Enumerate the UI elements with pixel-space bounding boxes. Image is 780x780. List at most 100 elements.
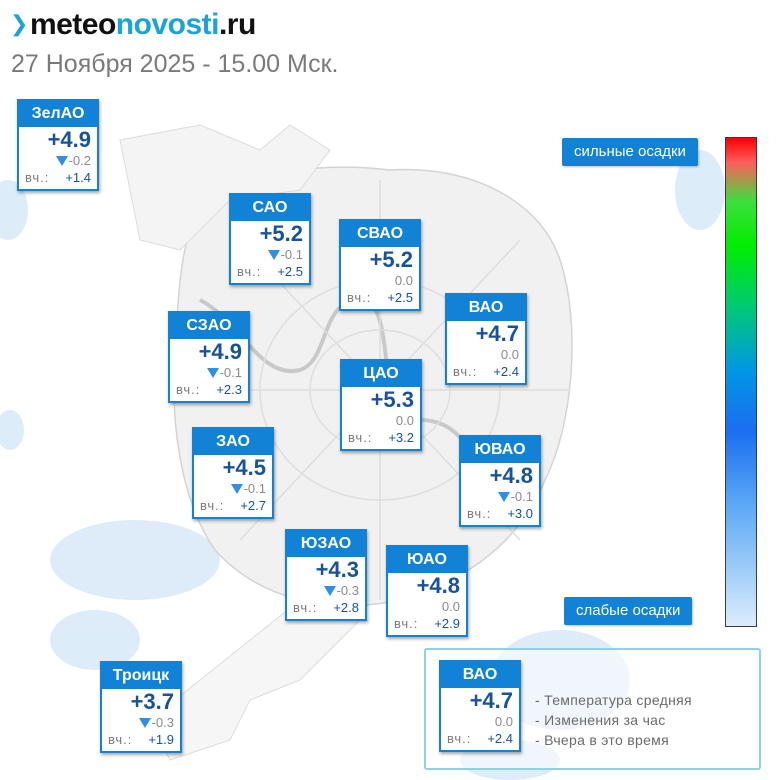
yesterday-label: вч.: [293, 600, 318, 615]
yesterday-label: вч.: [348, 430, 373, 445]
yesterday-label: вч.: [453, 364, 478, 379]
hourly-change-value: -0.1 [219, 365, 242, 380]
district-name: СВАО [341, 221, 419, 247]
decrease-triangle-icon [497, 492, 510, 502]
yesterday-value: +2.7 [240, 498, 266, 513]
yesterday-label: вч.: [25, 170, 50, 185]
district-card-zelao[interactable]: ЗелАО +4.9 -0.2 вч.: +1.4 [17, 99, 99, 191]
district-card-troick[interactable]: Троицк +3.7 -0.3 вч.: +1.9 [100, 661, 182, 753]
legend-line-average-temp: - Температура средняя [535, 692, 692, 708]
hourly-change-value: 0.0 [394, 273, 413, 288]
yesterday-label: вч.: [237, 264, 262, 279]
yesterday-row: вч.: +2.3 [170, 381, 248, 401]
district-temperature: +4.7 [475, 321, 519, 346]
outer-territory [119, 124, 331, 251]
district-card-yuao[interactable]: ЮАО +4.8 0.0 вч.: +2.9 [386, 545, 468, 637]
hourly-change: 0.0 [342, 412, 420, 429]
district-card-cao[interactable]: ЦАО +5.3 0.0 вч.: +3.2 [340, 359, 422, 451]
yesterday-label: вч.: [176, 382, 201, 397]
district-name: ВАО [441, 662, 519, 688]
decrease-triangle-icon [55, 156, 68, 166]
yesterday-value: +3.0 [507, 506, 533, 521]
yesterday-row: вч.: +2.4 [447, 363, 525, 383]
hourly-change: -0.3 [102, 714, 180, 731]
decrease-triangle-icon [267, 250, 280, 260]
district-name: ЗелАО [19, 101, 97, 127]
legend-descriptions: - Температура средняя - Изменения за час… [535, 690, 692, 750]
district-card-yuvao[interactable]: ЮВАО +4.8 -0.1 вч.: +3.0 [459, 435, 541, 527]
yesterday-label: вч.: [347, 290, 372, 305]
district-temperature: +4.8 [416, 573, 460, 598]
yesterday-value: +1.4 [65, 170, 91, 185]
hourly-change-value: 0.0 [395, 413, 414, 428]
district-temperature: +4.5 [222, 455, 266, 480]
precipitation-color-bar [725, 137, 757, 627]
district-temperature: +4.9 [198, 339, 242, 364]
hourly-change: -0.1 [461, 488, 539, 505]
district-temperature: +4.9 [47, 127, 91, 152]
legend-line-yesterday: - Вчера в это время [535, 732, 669, 748]
yesterday-row: вч.: +3.0 [461, 505, 539, 525]
logo-part-domain: .ru [218, 8, 256, 41]
yesterday-label: вч.: [108, 732, 133, 747]
yesterday-value: +2.3 [216, 382, 242, 397]
legend-line-hourly-change: - Изменения за час [535, 712, 666, 728]
yesterday-row: вч.: +2.4 [441, 730, 519, 750]
district-temperature: +4.8 [489, 463, 533, 488]
hourly-change: -0.1 [231, 246, 309, 263]
district-card-zao[interactable]: ЗАО +4.5 -0.1 вч.: +2.7 [192, 427, 274, 519]
district-card-sao[interactable]: САО +5.2 -0.1 вч.: +2.5 [229, 193, 311, 285]
decrease-triangle-icon [138, 718, 151, 728]
yesterday-row: вч.: +1.9 [102, 731, 180, 751]
district-card-yuzao[interactable]: ЮЗАО +4.3 -0.3 вч.: +2.8 [285, 529, 367, 621]
hourly-change-value: -0.1 [243, 481, 266, 496]
district-name: ЦАО [342, 361, 420, 387]
district-card-vao[interactable]: ВАО +4.7 0.0 вч.: +2.4 [445, 293, 527, 385]
hourly-change-value: 0.0 [500, 347, 519, 362]
hourly-change: -0.3 [287, 582, 365, 599]
decrease-triangle-icon [230, 484, 243, 494]
district-name: ЮВАО [461, 437, 539, 463]
district-temperature: +5.2 [259, 221, 303, 246]
yesterday-row: вч.: +2.5 [231, 263, 309, 283]
yesterday-row: вч.: +2.5 [341, 289, 419, 309]
south-territory [149, 599, 361, 761]
district-temperature: +5.2 [369, 247, 413, 272]
district-name: Троицк [102, 663, 180, 689]
hourly-change: -0.1 [170, 364, 248, 381]
hourly-change-value: -0.2 [68, 153, 91, 168]
hourly-change: 0.0 [388, 598, 466, 615]
yesterday-value: +2.4 [487, 731, 513, 746]
heavy-precipitation-label: сильные осадки [562, 138, 698, 166]
decrease-triangle-icon [323, 586, 336, 596]
district-name: СЗАО [170, 313, 248, 339]
hourly-change-value: -0.1 [510, 489, 533, 504]
district-name: ВАО [447, 295, 525, 321]
logo-part-novosti: novosti [115, 8, 220, 41]
hourly-change: 0.0 [341, 272, 419, 289]
logo-chevron-icon: ❯ [10, 11, 28, 36]
hourly-change: -0.2 [19, 152, 97, 169]
yesterday-row: вч.: +2.7 [194, 497, 272, 517]
yesterday-value: +2.9 [434, 616, 460, 631]
yesterday-label: вч.: [200, 498, 225, 513]
hourly-change-value: -0.1 [280, 247, 303, 262]
hourly-change-value: -0.3 [336, 583, 359, 598]
yesterday-value: +2.8 [333, 600, 359, 615]
hourly-change-value: -0.3 [151, 715, 174, 730]
yesterday-value: +1.9 [148, 732, 174, 747]
yesterday-row: вч.: +1.4 [19, 169, 97, 189]
hourly-change: -0.1 [194, 480, 272, 497]
hourly-change: 0.0 [441, 713, 519, 730]
yesterday-value: +2.4 [493, 364, 519, 379]
yesterday-label: вч.: [467, 506, 492, 521]
legend-sample-card: ВАО +4.7 0.0 вч.: +2.4 [439, 660, 521, 752]
yesterday-label: вч.: [447, 731, 472, 746]
yesterday-value: +2.5 [277, 264, 303, 279]
site-logo[interactable]: ❯meteonovosti.ru [10, 6, 256, 43]
district-name: ЮЗАО [287, 531, 365, 557]
district-card-szao[interactable]: СЗАО +4.9 -0.1 вч.: +2.3 [168, 311, 250, 403]
hourly-change: 0.0 [447, 346, 525, 363]
hourly-change-value: 0.0 [494, 714, 513, 729]
district-card-svao[interactable]: СВАО +5.2 0.0 вч.: +2.5 [339, 219, 421, 311]
